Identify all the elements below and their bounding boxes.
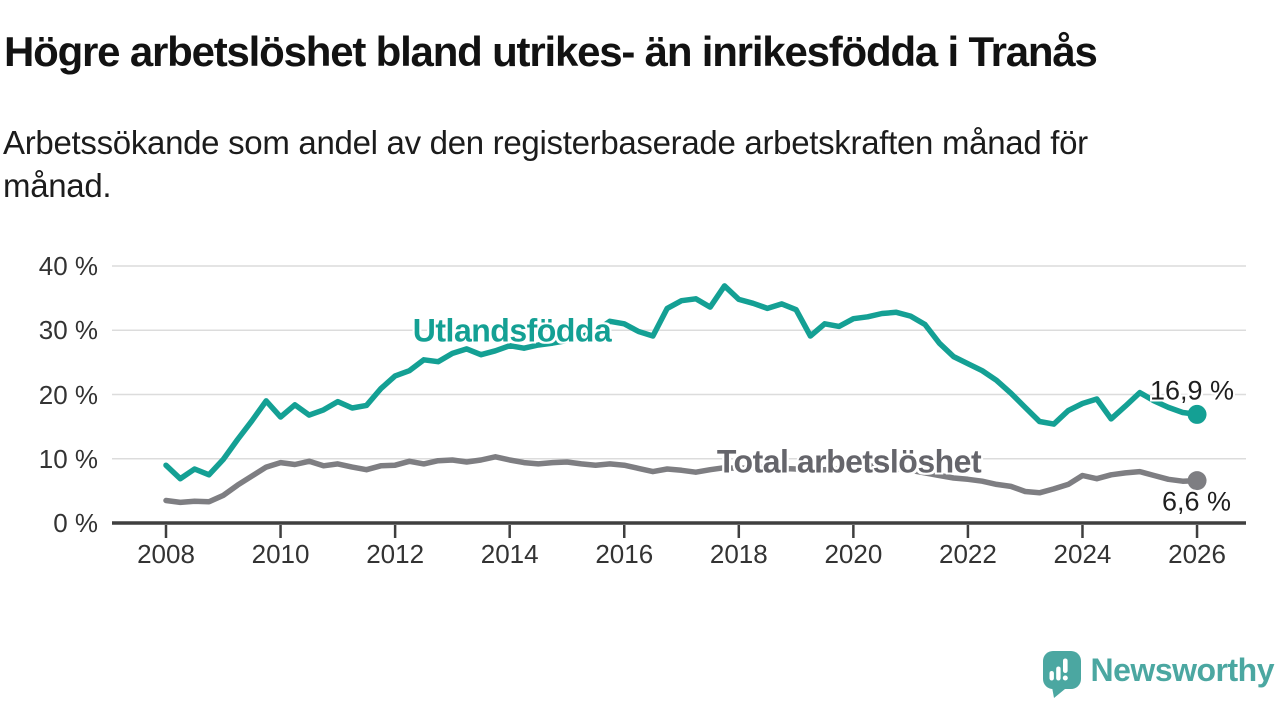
x-tick-label: 2010	[251, 539, 310, 569]
y-tick-label: 30 %	[38, 315, 98, 346]
series-line	[163, 283, 1200, 482]
x-tick-label: 2020	[824, 539, 883, 569]
series-end-dot	[1187, 404, 1207, 424]
series-label-total-arbetsloshet: Total arbetslöshet	[716, 443, 982, 480]
y-tick-label: 0 %	[53, 508, 98, 538]
chart-title: Högre arbetslöshet bland utrikes- än inr…	[4, 28, 1098, 75]
x-tick-label: 2016	[595, 539, 654, 569]
series-line	[163, 454, 1200, 506]
newsworthy-brand: Newsworthy	[1042, 650, 1275, 704]
x-tick-label: 2024	[1053, 539, 1112, 569]
series-end-dot	[1187, 471, 1207, 491]
x-tick-label: 2026	[1168, 539, 1226, 569]
series-label-utlandsfodda: Utlandsfödda	[412, 312, 612, 349]
y-tick-label: 10 %	[38, 443, 98, 474]
x-tick-label: 2008	[137, 539, 195, 569]
end-value-label-total: 6,6 %	[1161, 486, 1231, 517]
x-tick-label: 2012	[366, 539, 425, 569]
y-tick-label: 20 %	[38, 379, 98, 410]
chart-subtitle: Arbetssökande som andel av den registerb…	[3, 124, 1088, 204]
newsworthy-wordmark: Newsworthy	[1090, 652, 1275, 688]
x-tick-label: 2022	[938, 539, 997, 569]
x-tick-label: 2018	[709, 539, 768, 569]
x-tick-label: 2014	[480, 539, 539, 569]
end-value-label-utlandsfodda: 16,9 %	[1149, 375, 1234, 406]
newsworthy-logo-icon	[1042, 651, 1081, 698]
y-tick-label: 40 %	[38, 251, 98, 281]
